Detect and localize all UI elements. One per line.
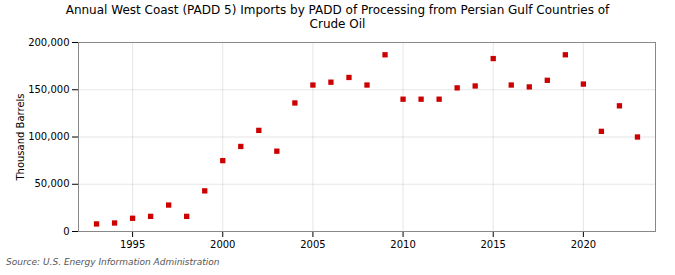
- svg-text:0: 0: [63, 225, 69, 236]
- html-text:Source: U.S. Energy Informatio: Source: U.S. Energy Information Administ…: [6, 256, 220, 267]
- svg-text:1995: 1995: [120, 238, 145, 249]
- svg-text:150,000: 150,000: [28, 84, 69, 95]
- svg-text:200,000: 200,000: [28, 36, 69, 47]
- svg-text:2010: 2010: [390, 238, 415, 249]
- svg-text:100,000: 100,000: [28, 131, 69, 142]
- svg-text:50,000: 50,000: [35, 178, 70, 189]
- svg-text:2005: 2005: [300, 238, 325, 249]
- html-text:Annual West Coast (PADD 5) Imp: Annual West Coast (PADD 5) Imports by PA…: [65, 3, 610, 32]
- svg-text:2015: 2015: [480, 238, 505, 249]
- svg-text:Thousand Barrels: Thousand Barrels: [15, 93, 26, 181]
- svg-text:2020: 2020: [571, 238, 596, 249]
- svg-text:2000: 2000: [210, 238, 235, 249]
